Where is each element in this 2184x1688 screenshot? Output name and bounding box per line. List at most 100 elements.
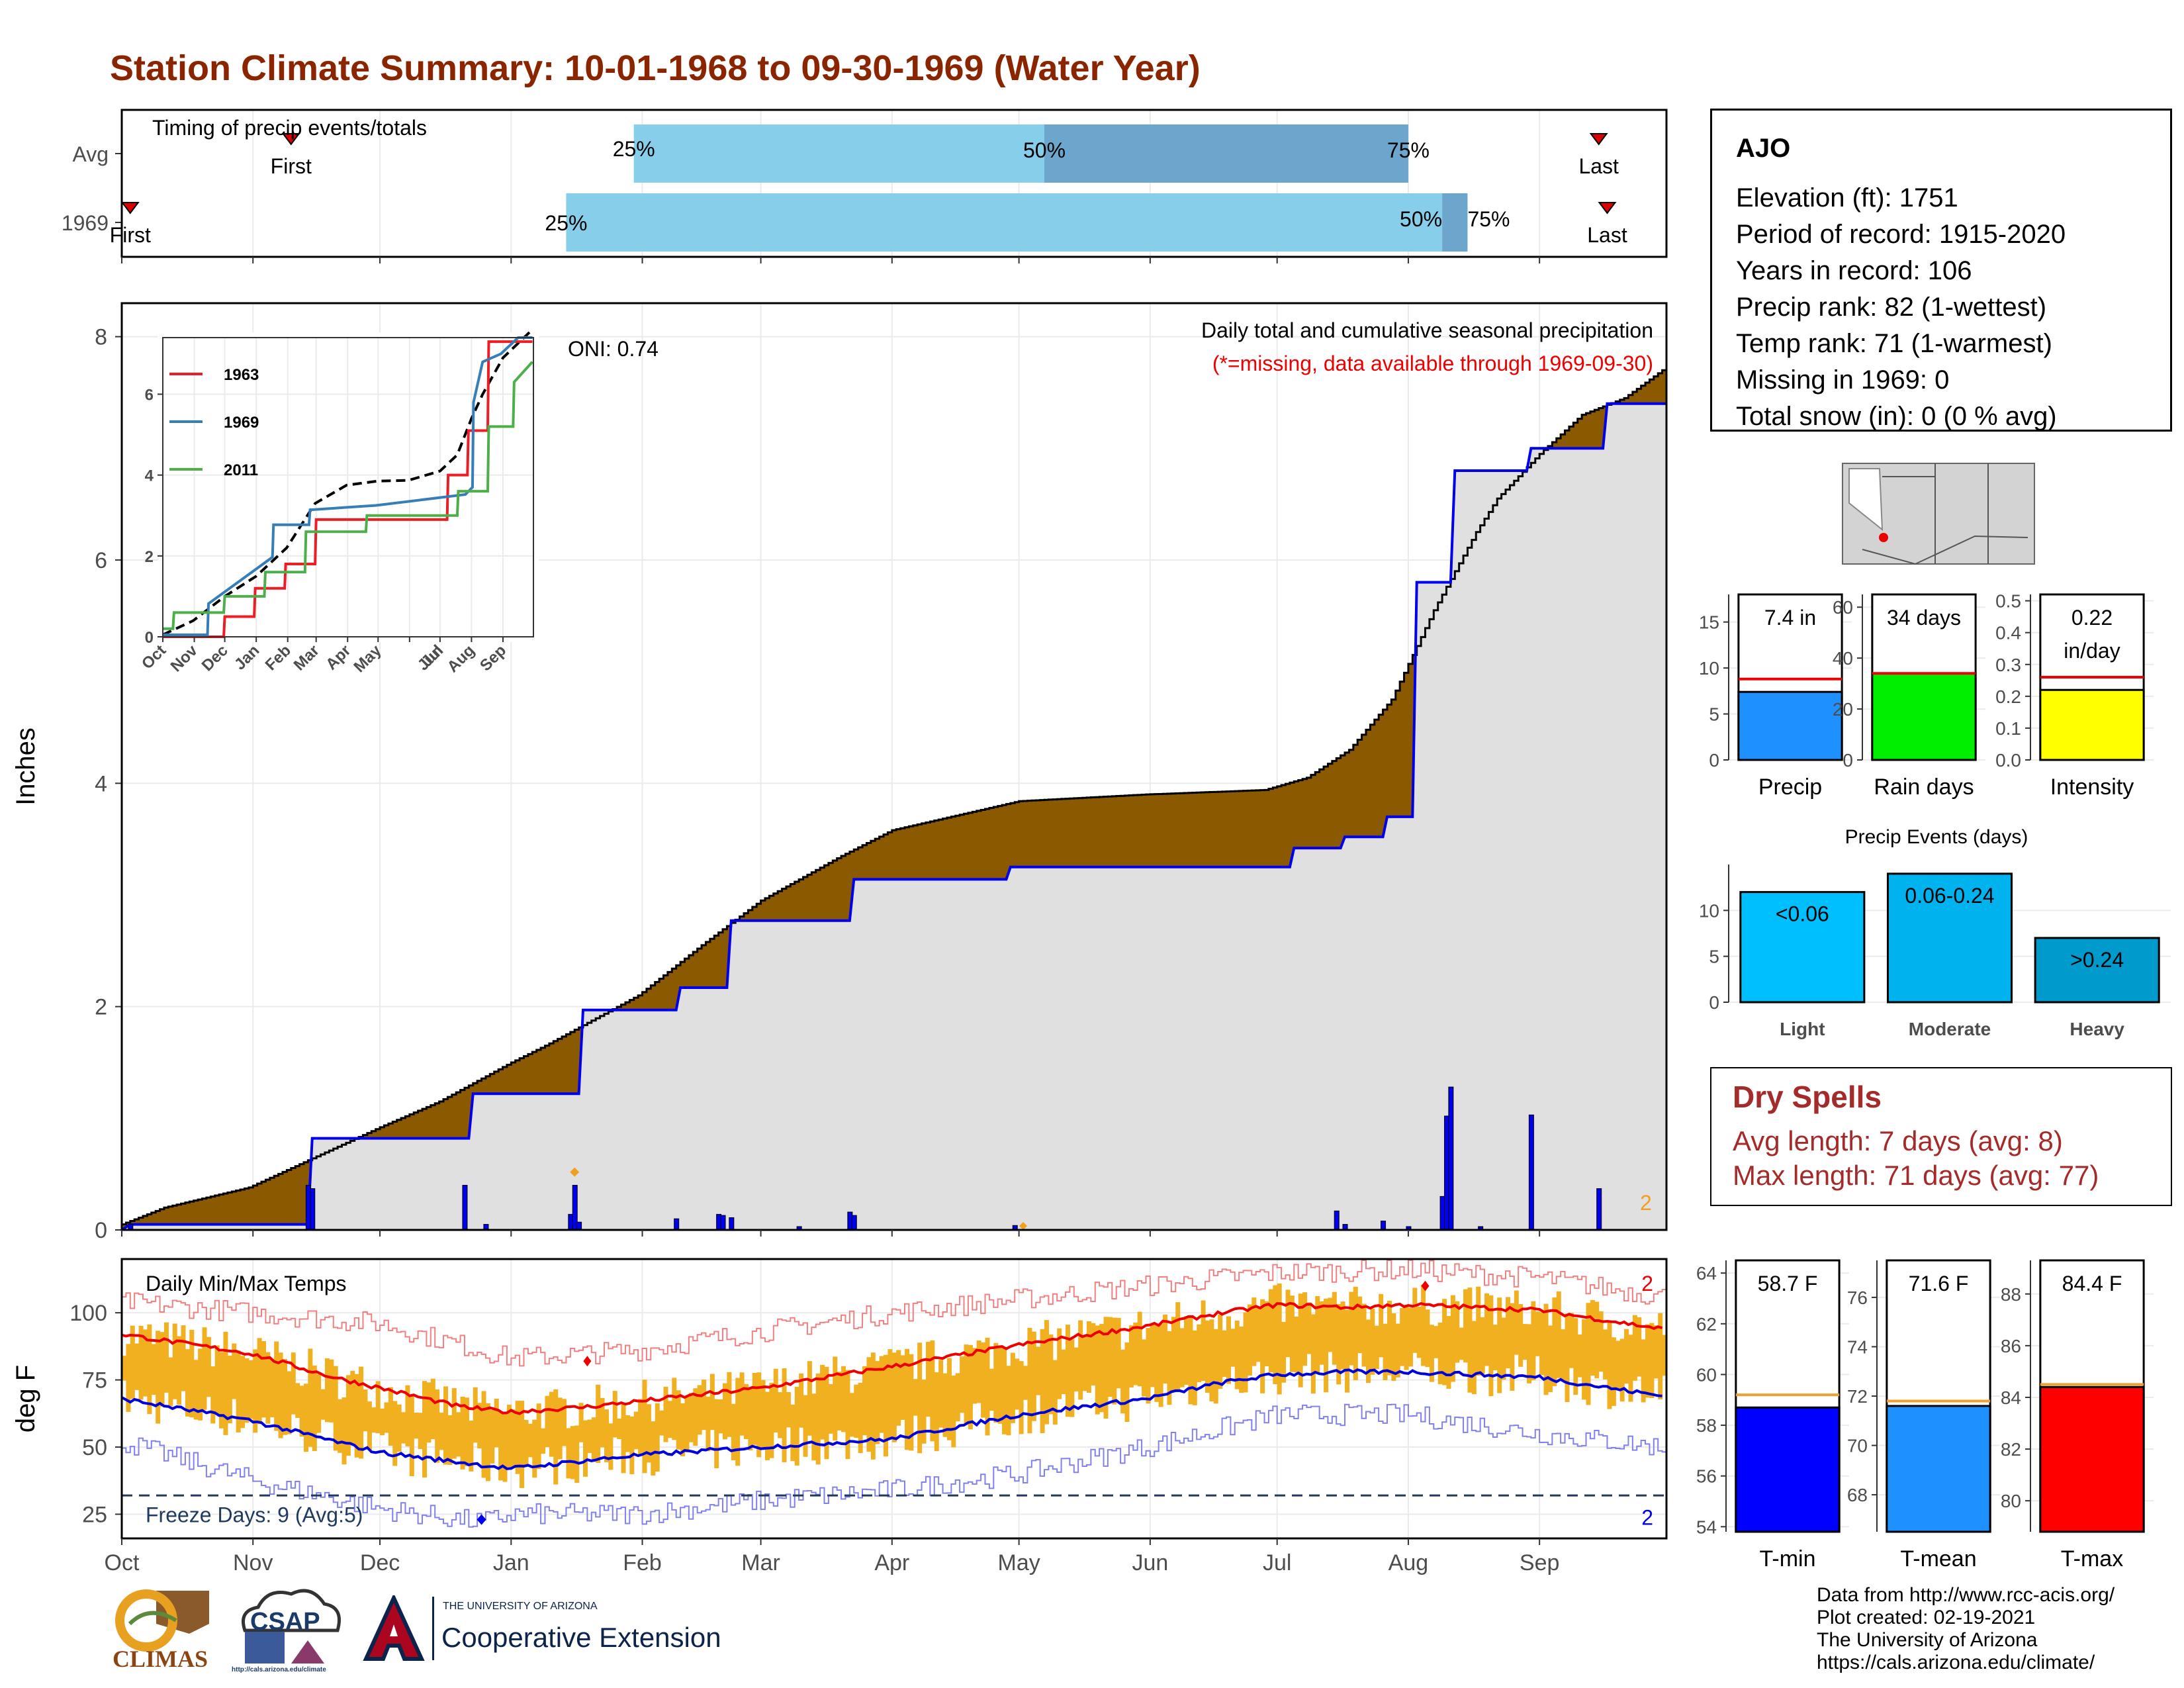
timing-bar-lower [633, 124, 1045, 183]
daily-temp-bar [498, 1411, 504, 1481]
precip-total-value-label: 7.4 in [1764, 606, 1816, 630]
climas-emblem-icon [115, 1589, 209, 1652]
daily-temp-bar [282, 1358, 287, 1435]
university-a-icon [363, 1593, 425, 1661]
daily-temp-bar [1395, 1323, 1400, 1378]
daily-temp-bar [891, 1352, 897, 1442]
last-event-marker [1589, 133, 1608, 146]
daily-temp-bar [1569, 1313, 1574, 1368]
daily-temp-bar [803, 1395, 808, 1457]
month-tick-label: Apr [874, 1550, 909, 1575]
daily-temp-bar [227, 1356, 232, 1424]
daily-temp-bar [257, 1338, 262, 1425]
t-max-value-label: 84.4 F [2062, 1272, 2122, 1295]
event-bar-heavy [2034, 937, 2160, 1004]
daily-temp-bar [426, 1382, 432, 1443]
daily-temp-bar [900, 1355, 905, 1420]
daily-precip-bar [462, 1185, 468, 1231]
daily-temp-bar [1353, 1286, 1358, 1380]
daily-temp-bar [240, 1356, 246, 1429]
precip-y-tick-label: 6 [95, 548, 107, 573]
events-y-tick-label: 5 [1709, 947, 1719, 967]
daily-temp-bar [600, 1397, 605, 1448]
daily-temp-bar [447, 1415, 453, 1465]
record-low-marker [477, 1514, 486, 1525]
daily-temp-bar [1163, 1314, 1168, 1383]
daily-precip-bar [1334, 1210, 1340, 1231]
daily-temp-bar [997, 1346, 1003, 1424]
month-tick-label: May [998, 1550, 1040, 1575]
precip-total-y-tick-label: 0 [1709, 750, 1719, 771]
rain-days-y-tick-label: 0 [1843, 750, 1853, 771]
daily-temp-bar [870, 1352, 876, 1460]
daily-temp-bar [591, 1417, 596, 1462]
daily-precip-bar [310, 1188, 316, 1231]
record-high-marker [583, 1356, 592, 1367]
daily-temp-bar [481, 1391, 486, 1478]
daily-temp-bar [925, 1342, 931, 1417]
daily-temp-bar [1510, 1303, 1515, 1391]
timing-pct-label: 25% [545, 211, 587, 235]
record-high-line [122, 1259, 1666, 1367]
rain-days-category-label: Rain days [1874, 774, 1974, 800]
daily-temp-bar [274, 1341, 279, 1431]
daily-temp-bar [1598, 1311, 1604, 1372]
daily-temp-bar [735, 1378, 741, 1466]
daily-temp-bar [122, 1356, 126, 1381]
daily-temp-bar [811, 1393, 817, 1461]
daily-temp-bar [909, 1354, 914, 1451]
temp-y-tick-label: 50 [82, 1435, 107, 1460]
daily-temp-bar [1107, 1317, 1113, 1397]
daily-temp-bar [790, 1404, 796, 1462]
month-tick-label: Aug [1388, 1550, 1429, 1575]
daily-temp-bar [477, 1403, 482, 1449]
precip-total-y-tick-label: 15 [1699, 612, 1719, 633]
t-mean-y-tick-label: 74 [1847, 1336, 1868, 1357]
daily-temp-bar [384, 1402, 389, 1433]
daily-temp-bar [541, 1428, 546, 1454]
temp-y-axis-label: deg F [11, 1365, 40, 1432]
daily-temp-bar [739, 1372, 745, 1436]
climas-logo-text: CLIMAS [113, 1646, 208, 1672]
daily-temp-bar [1057, 1328, 1062, 1399]
oni-label: ONI: 0.74 [568, 337, 659, 361]
daily-temp-bar [1306, 1302, 1312, 1354]
daily-temp-bar [638, 1399, 643, 1456]
inset-series-line-1969 [163, 336, 533, 636]
month-tick-label: Nov [233, 1550, 273, 1575]
daily-temp-bar [1467, 1288, 1473, 1393]
daily-temp-bar [815, 1373, 821, 1465]
daily-temp-bar [329, 1359, 334, 1423]
daily-temp-bar [345, 1375, 351, 1456]
daily-temp-bar [156, 1331, 161, 1424]
daily-temp-bar [884, 1354, 889, 1457]
daily-temp-bar [1590, 1300, 1595, 1376]
month-tick-label: Mar [741, 1550, 780, 1575]
event-bar-label: <0.06 [1776, 902, 1829, 926]
t-min-y-tick-label: 56 [1696, 1466, 1717, 1487]
daily-temp-bar [316, 1374, 322, 1433]
event-bar-light [1739, 891, 1866, 1004]
t-max-category-label: T-max [2061, 1546, 2123, 1571]
daily-temp-bar [1010, 1352, 1015, 1423]
precip-note-missing: (*=missing, data available through 1969-… [1212, 352, 1653, 375]
dry-spells-max: Max length: 71 days (avg: 77) [1733, 1160, 2099, 1191]
daily-temp-bar [320, 1389, 326, 1420]
daily-temp-bar [520, 1401, 525, 1488]
daily-temp-bar [1404, 1305, 1409, 1370]
daily-temp-bar [887, 1349, 893, 1440]
daily-temp-bar [921, 1380, 927, 1444]
daily-temp-bar [824, 1366, 829, 1460]
daily-temp-bar [1383, 1323, 1388, 1381]
daily-temp-bar [1594, 1301, 1600, 1379]
daily-temp-bar [435, 1389, 440, 1463]
month-tick-label: Jul [1263, 1550, 1291, 1575]
daily-temp-bar [879, 1356, 884, 1433]
daily-temp-bar [1002, 1348, 1007, 1434]
t-mean-value-bar [1886, 1405, 1991, 1533]
obs-cumulative-area [122, 403, 1666, 1230]
footer-credits: Data from http://www.rcc-acis.org/ Plot … [1817, 1584, 2115, 1674]
inset-series-line-1963 [163, 340, 533, 638]
daily-temp-bar [219, 1352, 224, 1429]
daily-temp-bar [1357, 1296, 1363, 1353]
